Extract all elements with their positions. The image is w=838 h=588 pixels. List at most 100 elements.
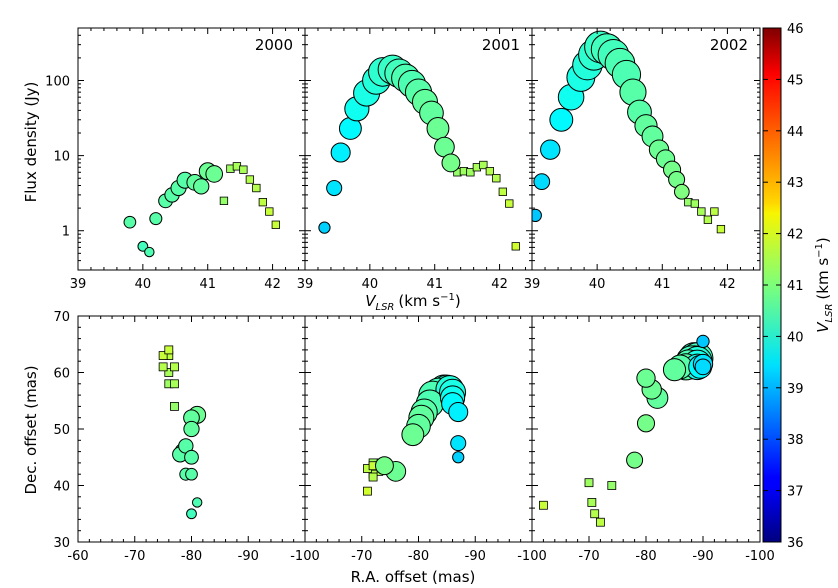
colorbar-tick-label: 39 [787,382,804,397]
circle-marker [185,467,198,481]
axes-frame [531,27,761,271]
x-tick-label: 41 [199,277,216,292]
colorbar-label: VLSR (km s−1) [814,237,835,332]
x-tick-label: -80 [408,549,429,564]
circle-marker [636,414,656,433]
x-tick-label: -100 [517,549,547,564]
square-marker [258,198,267,207]
square-marker [716,224,726,234]
square-marker [170,379,179,389]
circle-marker [186,508,197,520]
colorbar-label-unit: (km s [814,258,832,300]
x-tick-label: 40 [362,277,379,292]
spectrum-panel-2002: 39 40 41 42 2002 [524,27,761,292]
marks-map-2001 [363,374,469,496]
marks-spectrum-2001 [318,54,520,251]
square-marker [539,500,548,510]
square-marker [368,472,378,482]
square-marker [265,207,274,216]
square-marker [703,215,713,224]
marks-spectrum-2002 [532,30,726,234]
square-marker [690,199,700,208]
y-tick-label: 30 [53,536,70,551]
y-axis-label-dec: Dec. offset (mas) [22,365,40,494]
circle-marker [540,139,561,160]
x-tick-label: 40 [589,277,606,292]
x-tick-label: -80 [635,549,656,564]
x-label-unit: (km s [398,292,440,310]
square-marker [485,167,494,176]
y-tick-label: 1 [62,225,70,240]
x-axis-label-ra: R.A. offset (mas) [351,568,476,586]
x-tick-label: 41 [654,277,671,292]
circle-marker [184,449,199,465]
square-marker [505,199,514,208]
square-marker [710,207,719,216]
square-marker [584,478,594,488]
axes-frame [77,27,306,271]
x-tick-label: -80 [181,549,202,564]
x-tick-label: 42 [491,277,508,292]
x-tick-label: -60 [67,549,88,564]
circle-marker [426,117,450,140]
colorbar-tick-label: 41 [787,279,804,294]
epoch-label-2001: 2001 [482,36,520,54]
circle-marker [330,142,351,163]
square-marker [479,160,488,170]
circle-marker [662,358,687,382]
square-marker [697,207,706,216]
x-label-exp: −1 [440,292,455,303]
circle-marker [448,402,469,423]
square-marker [245,175,255,184]
colorbar-tick-label: 37 [787,485,804,500]
circle-marker [694,358,712,376]
marks-map-2002 [539,334,714,527]
colorbar-label-lsr: LSR [824,304,835,323]
epoch-label-2002: 2002 [710,36,748,54]
marks-spectrum-2000 [123,162,280,258]
map-panel-2001: -70 -80 -90 -100 [304,315,547,564]
square-marker [252,183,261,193]
colorbar-tick-label: 42 [787,228,804,243]
map-panel-2000: -60 -70 -80 -90 -100 30 40 50 60 70 [53,310,319,564]
circle-marker [533,173,551,191]
colorbar-label-exp: −1 [814,243,825,258]
x-tick-label: 39 [297,277,314,292]
map-panel-2002: -70 -80 -90 -100 [531,315,775,564]
y-tick-label: 60 [53,367,70,382]
spectrum-panel-2000: 39 40 41 42 1 10 100 2000 [45,27,306,292]
x-label-v: V [365,292,377,310]
x-tick-label: 41 [426,277,443,292]
circle-marker [183,420,200,438]
circle-marker [696,334,710,349]
y-tick-label: 10 [53,150,70,165]
square-marker [590,509,600,519]
x-tick-label: 39 [70,277,87,292]
circle-marker [452,451,465,464]
y-tick-label: 100 [45,75,70,90]
x-label-close: ) [455,292,461,310]
x-tick-label: 39 [524,277,541,292]
circle-marker [673,183,690,200]
square-marker [607,481,617,490]
circle-marker [401,423,425,447]
square-marker [170,401,179,411]
square-marker [511,242,520,251]
x-label-lsr: LSR [376,302,395,313]
marks-map-2000 [158,345,207,520]
square-marker [466,168,475,177]
y-tick-label: 40 [53,480,70,495]
colorbar-tick-label: 38 [787,433,804,448]
circle-marker [326,180,343,197]
square-marker [587,498,597,507]
circle-marker [441,153,461,173]
colorbar-tick-label: 36 [787,536,804,551]
square-marker [596,517,605,527]
x-axis-label-vlsr: VLSR (km s−1) [365,292,460,313]
x-tick-label: 40 [135,277,152,292]
square-marker [170,362,179,372]
circle-marker [205,165,224,183]
x-tick-label: -70 [578,549,599,564]
square-marker [158,351,168,360]
